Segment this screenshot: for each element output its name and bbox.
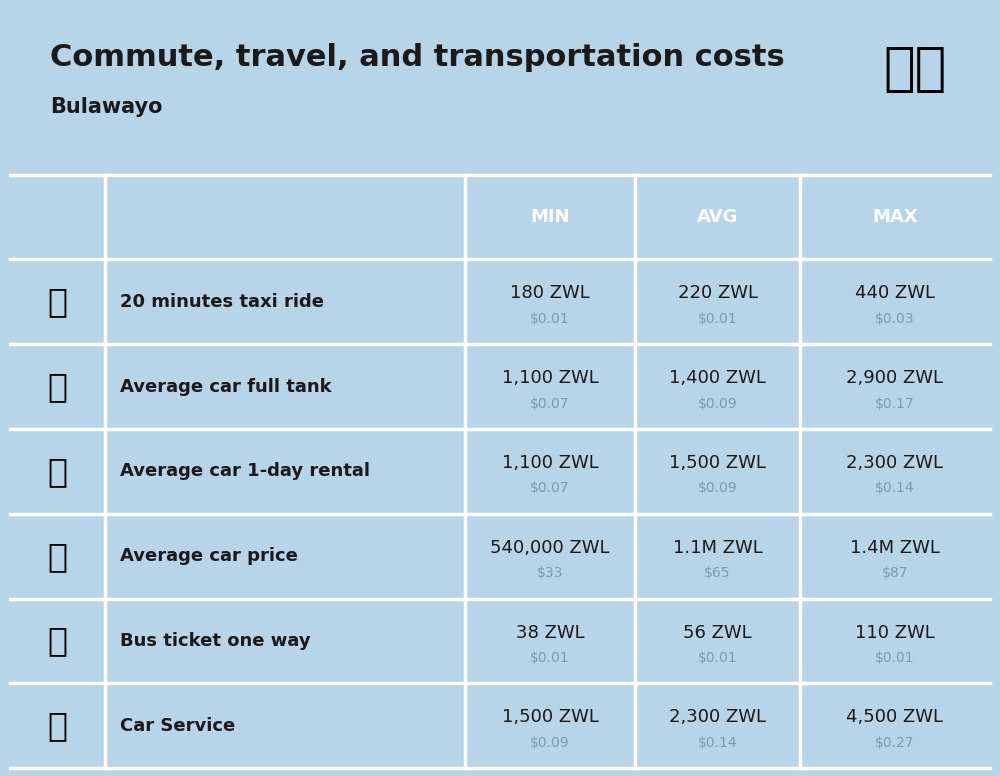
Text: 20 minutes taxi ride: 20 minutes taxi ride — [120, 293, 324, 311]
Text: Average car 1-day rental: Average car 1-day rental — [120, 462, 370, 480]
Text: 4,500 ZWL: 4,500 ZWL — [846, 708, 944, 726]
Text: Bulawayo: Bulawayo — [50, 97, 162, 117]
Text: 🚗: 🚗 — [47, 540, 68, 573]
Text: $0.17: $0.17 — [875, 397, 915, 411]
Text: 220 ZWL: 220 ZWL — [678, 284, 758, 303]
Text: 56 ZWL: 56 ZWL — [683, 624, 752, 642]
Text: $0.09: $0.09 — [698, 481, 737, 495]
Text: $65: $65 — [704, 566, 731, 580]
Text: $0.09: $0.09 — [698, 397, 737, 411]
Text: 1,100 ZWL: 1,100 ZWL — [502, 454, 598, 472]
Text: $0.01: $0.01 — [698, 651, 737, 665]
Text: Average car full tank: Average car full tank — [120, 378, 332, 396]
Text: ⛽: ⛽ — [47, 370, 68, 403]
Text: 2,300 ZWL: 2,300 ZWL — [846, 454, 944, 472]
Text: 🚌: 🚌 — [47, 625, 68, 657]
Text: MIN: MIN — [530, 208, 570, 226]
Text: 🚕: 🚕 — [47, 286, 68, 318]
Text: 🇿🇼: 🇿🇼 — [883, 43, 947, 95]
Text: 🚙: 🚙 — [47, 455, 68, 488]
Text: AVG: AVG — [697, 208, 738, 226]
Text: $0.14: $0.14 — [698, 736, 737, 750]
Text: $0.01: $0.01 — [698, 312, 737, 326]
Text: 38 ZWL: 38 ZWL — [516, 624, 584, 642]
Text: 1,400 ZWL: 1,400 ZWL — [669, 369, 766, 387]
Text: $0.07: $0.07 — [530, 397, 570, 411]
Text: 1,500 ZWL: 1,500 ZWL — [669, 454, 766, 472]
Text: $0.27: $0.27 — [875, 736, 915, 750]
Text: $0.07: $0.07 — [530, 481, 570, 495]
Text: 1,500 ZWL: 1,500 ZWL — [502, 708, 598, 726]
Text: 180 ZWL: 180 ZWL — [510, 284, 590, 303]
Text: Commute, travel, and transportation costs: Commute, travel, and transportation cost… — [50, 43, 785, 71]
Text: 🔧: 🔧 — [47, 709, 68, 743]
Text: $0.01: $0.01 — [875, 651, 915, 665]
Text: 440 ZWL: 440 ZWL — [855, 284, 935, 303]
Text: Car Service: Car Service — [120, 717, 235, 735]
Text: 1.1M ZWL: 1.1M ZWL — [673, 539, 762, 556]
Text: Bus ticket one way: Bus ticket one way — [120, 632, 311, 650]
Text: $0.01: $0.01 — [530, 312, 570, 326]
Text: MAX: MAX — [872, 208, 918, 226]
Text: $0.01: $0.01 — [530, 651, 570, 665]
Text: 1.4M ZWL: 1.4M ZWL — [850, 539, 940, 556]
Text: $87: $87 — [882, 566, 908, 580]
Text: $0.09: $0.09 — [530, 736, 570, 750]
Text: $0.14: $0.14 — [875, 481, 915, 495]
Text: 540,000 ZWL: 540,000 ZWL — [490, 539, 610, 556]
Text: 110 ZWL: 110 ZWL — [855, 624, 935, 642]
Text: 1,100 ZWL: 1,100 ZWL — [502, 369, 598, 387]
Text: $33: $33 — [537, 566, 563, 580]
Text: Average car price: Average car price — [120, 547, 298, 565]
Text: 2,300 ZWL: 2,300 ZWL — [669, 708, 766, 726]
Text: $0.03: $0.03 — [875, 312, 915, 326]
Text: 2,900 ZWL: 2,900 ZWL — [846, 369, 944, 387]
